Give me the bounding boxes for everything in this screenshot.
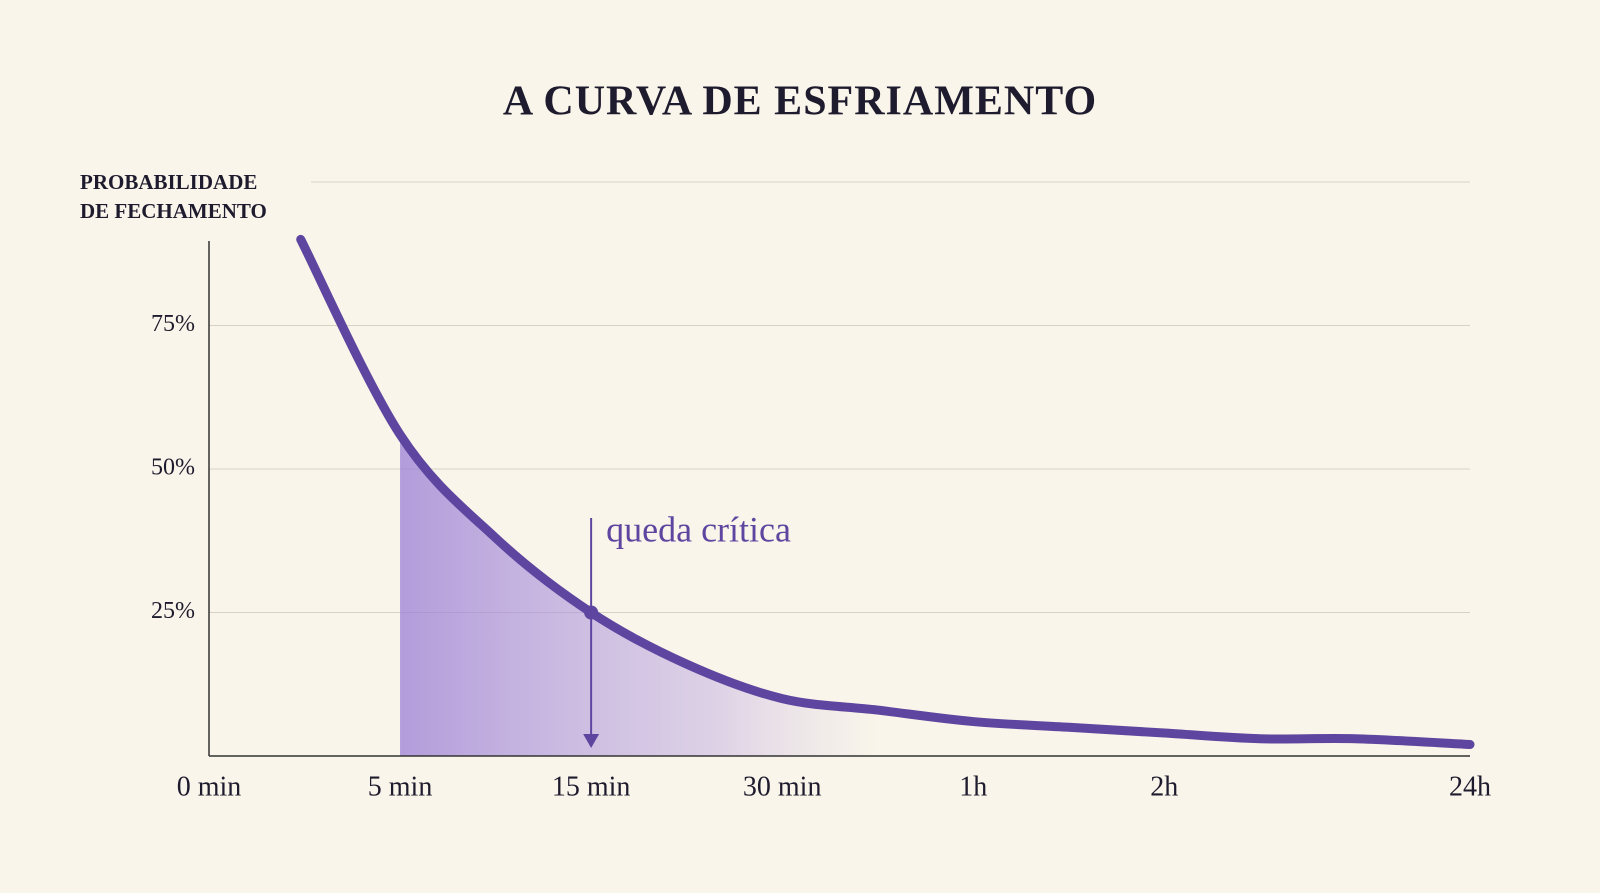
line xyxy=(296,234,1475,750)
x-tick-label: 5 min xyxy=(368,771,433,802)
y-tick-label: 50% xyxy=(151,455,195,481)
annotation-arrowhead xyxy=(583,734,600,748)
x-tick-label: 1h xyxy=(959,771,987,802)
x-tick-label: 24h xyxy=(1449,771,1491,802)
highlight-area xyxy=(400,434,878,756)
x-tick-label: 15 min xyxy=(552,771,631,802)
chart-title: A CURVA DE ESFRIAMENTO xyxy=(503,79,1097,125)
y-tick-label: 75% xyxy=(151,311,195,337)
annotation-text: queda crítica xyxy=(606,509,791,549)
y-tick-label: 25% xyxy=(151,598,195,624)
x-tick-label: 2h xyxy=(1150,771,1178,802)
y-axis-label: PROBABILIDADE xyxy=(80,170,257,194)
x-tick-label: 0 min xyxy=(177,771,242,802)
y-axis-label: DE FECHAMENTO xyxy=(80,199,267,223)
x-tick-label: 30 min xyxy=(743,771,822,802)
